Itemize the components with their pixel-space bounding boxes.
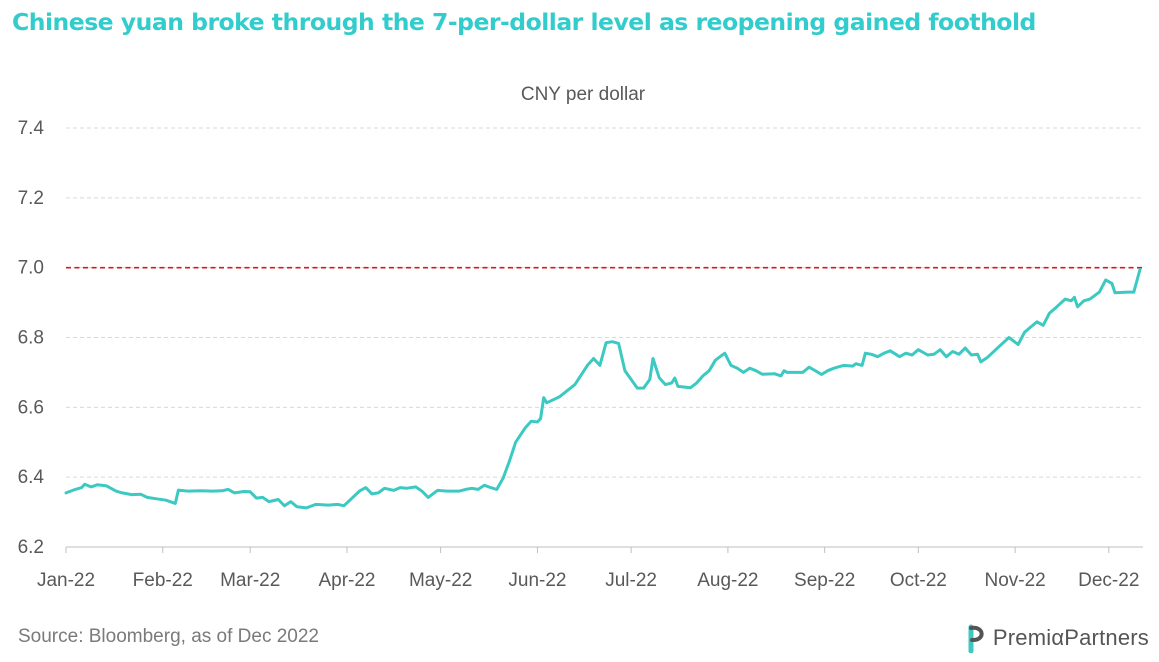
x-tick-label: Dec-22 — [1078, 570, 1139, 591]
y-tick-label: 6.4 — [18, 467, 45, 488]
x-tick-label: Sep-22 — [794, 570, 855, 591]
x-tick-label: May-22 — [409, 570, 472, 591]
y-tick-label: 7.2 — [18, 188, 44, 209]
brand-name: PremiαPartners — [992, 625, 1149, 650]
cny-series-line — [64, 267, 1142, 510]
brand-logo: PremiαPartners — [965, 622, 1149, 654]
y-tick-label: 6.6 — [18, 397, 44, 418]
x-tick-label: Aug-22 — [697, 570, 758, 591]
chart-title: CNY per dollar — [521, 84, 646, 105]
gridlines — [66, 127, 1143, 478]
x-tick-label: Jan-22 — [37, 570, 95, 591]
premia-logo-icon — [968, 624, 984, 653]
x-axis — [65, 546, 1143, 553]
y-tick-label: 7.4 — [18, 118, 45, 139]
page-title: Chinese yuan broke through the 7-per-dol… — [12, 8, 1036, 36]
x-tick-labels: Jan-22 Feb-22 Mar-22 Apr-22 May-22 Jun-22 Jul-… — [37, 570, 1139, 591]
x-tick-label: Oct-22 — [890, 570, 947, 591]
x-tick-label: Nov-22 — [984, 570, 1045, 591]
x-tick-label: Jul-22 — [605, 570, 657, 591]
series-group — [64, 267, 1142, 510]
y-tick-label: 6.8 — [18, 328, 44, 349]
x-tick-label: Mar-22 — [220, 570, 280, 591]
x-tick-label: Apr-22 — [318, 570, 375, 591]
source-note: Source: Bloomberg, as of Dec 2022 — [18, 626, 320, 647]
x-tick-label: Feb-22 — [133, 570, 193, 591]
x-tick-label: Jun-22 — [508, 570, 566, 591]
y-tick-label: 6.2 — [18, 537, 44, 558]
y-tick-label: 7.0 — [18, 258, 44, 279]
y-axis: 6.2 6.4 6.6 6.8 7.0 7.2 7.4 — [18, 118, 45, 558]
